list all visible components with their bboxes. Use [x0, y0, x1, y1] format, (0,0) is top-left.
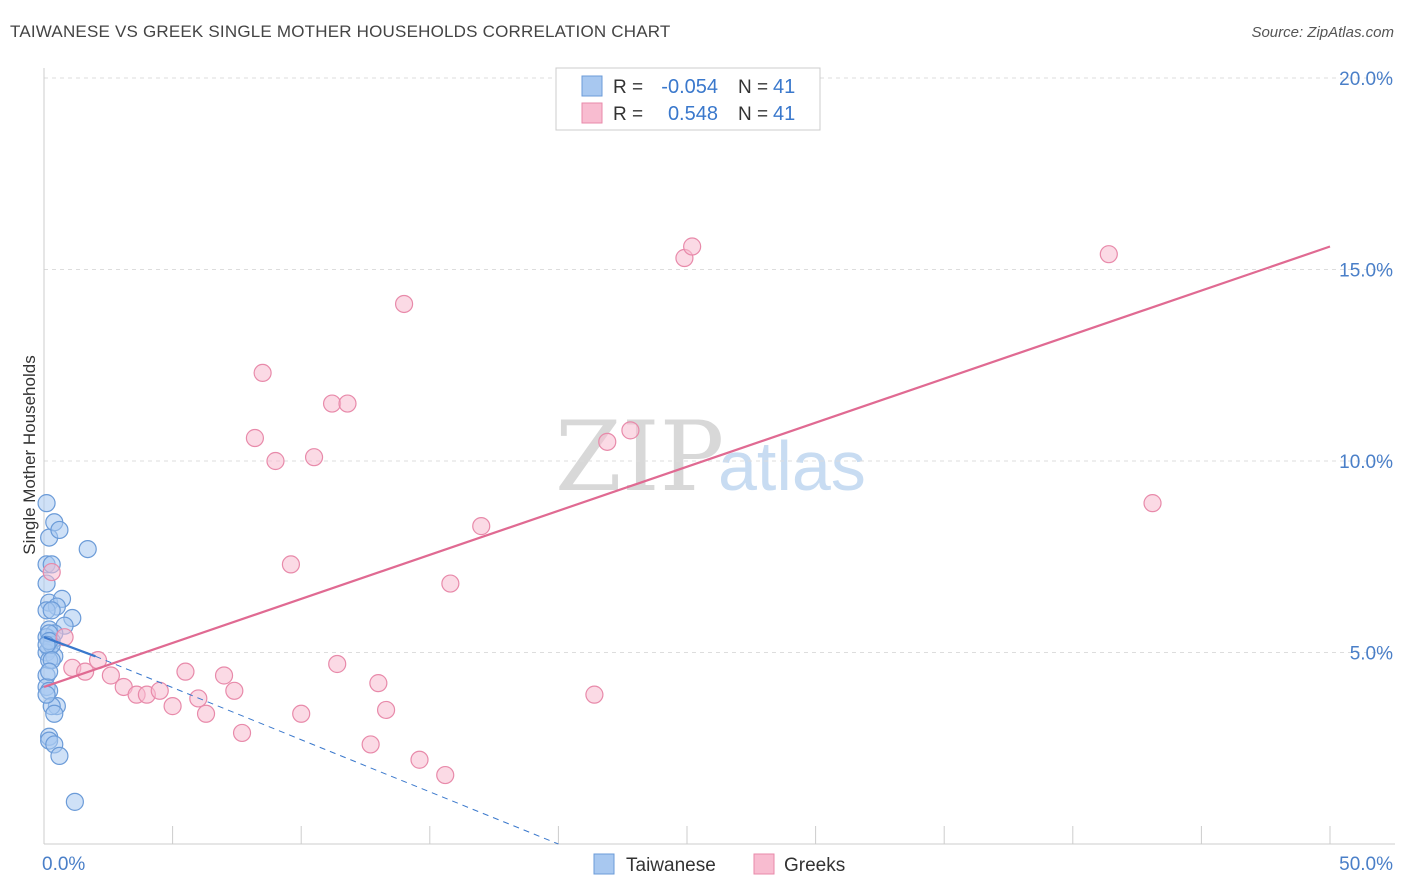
legend-swatch-greeks: [753, 853, 775, 875]
trend-line-taiwanese: [43, 636, 96, 658]
data-point-greeks: [369, 674, 388, 693]
stats-n-value: 41: [773, 76, 795, 98]
data-point-greeks: [1099, 245, 1118, 264]
y-tick-label: 5.0%: [1350, 644, 1393, 665]
trend-line-greeks: [43, 245, 1331, 689]
data-point-greeks: [253, 363, 272, 383]
data-point-greeks: [150, 681, 169, 700]
y-axis-label: Single Mother Households: [20, 355, 39, 554]
y-tick-label: 15.0%: [1339, 261, 1393, 282]
data-point-greeks: [76, 662, 95, 681]
stats-n-label: N =: [738, 104, 768, 125]
data-point-greeks: [281, 555, 301, 574]
data-point-taiwanese: [50, 746, 69, 766]
data-point-greeks: [266, 451, 285, 471]
legend-swatch-taiwanese: [593, 853, 615, 875]
stats-n-value: 41: [773, 103, 795, 125]
data-point-greeks: [683, 237, 702, 256]
stats-r-value: 0.548: [668, 103, 718, 125]
data-point-greeks: [42, 562, 61, 582]
data-point-greeks: [163, 697, 182, 716]
data-point-greeks: [214, 666, 234, 685]
data-point-greeks: [196, 704, 216, 723]
x-tick-label: 0.0%: [42, 854, 85, 875]
data-point-greeks: [410, 750, 429, 769]
data-point-greeks: [361, 735, 380, 754]
watermark-zip: ZIP: [555, 401, 724, 513]
data-point-greeks: [232, 723, 252, 743]
data-point-greeks: [176, 662, 195, 681]
data-point-taiwanese: [37, 685, 56, 704]
stats-r-value: -0.054: [661, 76, 718, 98]
data-point-greeks: [436, 765, 455, 785]
data-point-taiwanese: [65, 792, 84, 811]
data-point-taiwanese: [50, 520, 69, 540]
stats-r-label: R =: [613, 104, 643, 125]
stats-r-label: R =: [613, 77, 643, 98]
data-point-greeks: [292, 704, 311, 723]
stats-n-label: N =: [738, 77, 768, 98]
y-tick-label: 20.0%: [1339, 69, 1393, 90]
data-point-taiwanese: [37, 494, 56, 513]
stats-legend-swatch: [581, 102, 603, 124]
data-point-greeks: [322, 394, 342, 413]
legend-label-taiwanese: Taiwanese: [626, 855, 716, 876]
chart-title: TAIWANESE VS GREEK SINGLE MOTHER HOUSEHO…: [10, 22, 671, 41]
data-point-greeks: [621, 421, 640, 440]
data-point-taiwanese: [40, 662, 59, 681]
data-point-greeks: [245, 428, 265, 448]
data-point-greeks: [441, 574, 460, 593]
watermark-atlas: atlas: [718, 427, 866, 505]
stats-legend-swatch: [581, 75, 603, 97]
legend-label-greeks: Greeks: [784, 855, 845, 876]
series-legend: Taiwanese Greeks: [593, 853, 845, 876]
data-point-greeks: [598, 432, 617, 451]
data-point-greeks: [328, 654, 347, 674]
data-point-greeks: [304, 448, 324, 467]
data-point-greeks: [101, 666, 120, 685]
data-point-greeks: [394, 294, 414, 314]
data-point-taiwanese: [45, 704, 64, 723]
y-tick-label: 10.0%: [1339, 452, 1393, 473]
data-point-greeks: [376, 700, 396, 720]
data-point-greeks: [472, 517, 491, 536]
data-point-greeks: [585, 685, 604, 704]
data-point-greeks: [225, 681, 244, 700]
chart-source: Source: ZipAtlas.com: [1251, 24, 1394, 41]
series-greeks: [42, 237, 1162, 785]
data-point-taiwanese: [42, 601, 61, 620]
x-tick-label: 50.0%: [1339, 854, 1393, 875]
data-point-greeks: [1143, 494, 1162, 513]
data-point-taiwanese: [78, 539, 97, 559]
stats-legend: R = -0.054 N = 41 R = 0.548 N = 41: [555, 67, 821, 131]
data-point-greeks: [338, 394, 357, 413]
